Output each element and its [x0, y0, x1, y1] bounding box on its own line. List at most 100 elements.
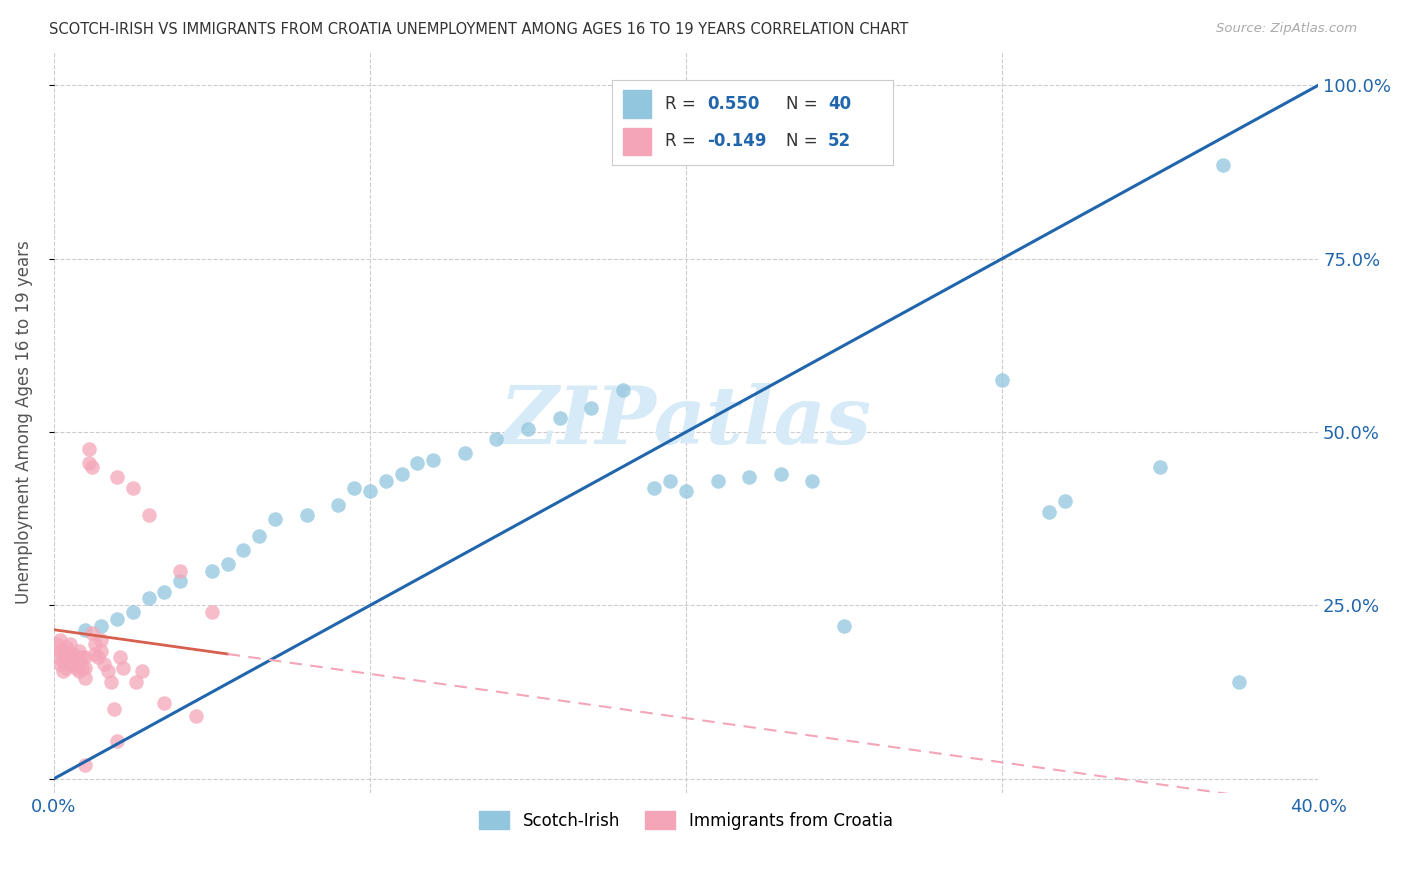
- Text: -0.149: -0.149: [707, 132, 766, 150]
- Point: [454, 446, 477, 460]
- Point: [65, 661, 87, 675]
- Point: [1227, 674, 1250, 689]
- Point: [406, 456, 429, 470]
- Point: [121, 481, 143, 495]
- Point: [153, 584, 176, 599]
- Point: [112, 661, 135, 675]
- Point: [675, 483, 697, 498]
- Point: [422, 452, 444, 467]
- Point: [579, 401, 602, 415]
- Point: [49, 657, 72, 672]
- Text: N =: N =: [786, 132, 823, 150]
- Text: ZIPatlas: ZIPatlas: [501, 383, 872, 460]
- Point: [832, 619, 855, 633]
- Point: [90, 643, 112, 657]
- Point: [485, 432, 508, 446]
- Point: [67, 643, 90, 657]
- Point: [80, 459, 103, 474]
- Point: [97, 665, 120, 679]
- Text: N =: N =: [786, 95, 823, 113]
- Point: [46, 636, 69, 650]
- Point: [62, 657, 84, 672]
- Point: [217, 557, 239, 571]
- Point: [52, 665, 75, 679]
- Point: [328, 498, 350, 512]
- Point: [59, 657, 82, 672]
- Text: SCOTCH-IRISH VS IMMIGRANTS FROM CROATIA UNEMPLOYMENT AMONG AGES 16 TO 19 YEARS C: SCOTCH-IRISH VS IMMIGRANTS FROM CROATIA …: [49, 22, 908, 37]
- Text: 0.550: 0.550: [707, 95, 759, 113]
- Point: [131, 665, 153, 679]
- Point: [84, 647, 107, 661]
- Point: [232, 543, 254, 558]
- Point: [201, 564, 224, 578]
- Text: R =: R =: [665, 132, 702, 150]
- Point: [55, 650, 77, 665]
- Point: [90, 633, 112, 648]
- Point: [991, 373, 1014, 387]
- Point: [153, 696, 176, 710]
- Point: [659, 474, 682, 488]
- Bar: [623, 128, 651, 155]
- Point: [1054, 494, 1077, 508]
- Text: 52: 52: [828, 132, 851, 150]
- Point: [738, 470, 761, 484]
- Point: [643, 481, 665, 495]
- Point: [264, 512, 287, 526]
- Point: [87, 650, 110, 665]
- Point: [769, 467, 792, 481]
- Legend: Scotch-Irish, Immigrants from Croatia: Scotch-Irish, Immigrants from Croatia: [472, 805, 900, 837]
- Text: R =: R =: [665, 95, 702, 113]
- Point: [67, 665, 90, 679]
- Point: [62, 647, 84, 661]
- Point: [49, 643, 72, 657]
- Point: [169, 564, 191, 578]
- Point: [801, 474, 824, 488]
- Point: [247, 529, 270, 543]
- Point: [59, 636, 82, 650]
- Point: [52, 654, 75, 668]
- Point: [49, 633, 72, 648]
- Point: [105, 733, 128, 747]
- Point: [46, 650, 69, 665]
- Point: [138, 591, 160, 606]
- Point: [374, 474, 396, 488]
- Point: [72, 661, 94, 675]
- Point: [77, 456, 100, 470]
- Point: [75, 758, 97, 772]
- Point: [93, 657, 115, 672]
- Point: [80, 626, 103, 640]
- Point: [548, 411, 571, 425]
- Point: [55, 640, 77, 654]
- Point: [201, 606, 224, 620]
- Text: Source: ZipAtlas.com: Source: ZipAtlas.com: [1216, 22, 1357, 36]
- Point: [1212, 158, 1234, 172]
- Point: [612, 384, 634, 398]
- Point: [343, 481, 366, 495]
- Point: [75, 650, 97, 665]
- Point: [100, 674, 122, 689]
- Point: [706, 474, 728, 488]
- Point: [295, 508, 318, 523]
- Point: [84, 636, 107, 650]
- Point: [108, 650, 131, 665]
- Point: [77, 442, 100, 457]
- Point: [67, 654, 90, 668]
- Point: [59, 647, 82, 661]
- Point: [169, 574, 191, 589]
- Point: [65, 650, 87, 665]
- Y-axis label: Unemployment Among Ages 16 to 19 years: Unemployment Among Ages 16 to 19 years: [15, 240, 32, 604]
- Point: [55, 661, 77, 675]
- Point: [72, 650, 94, 665]
- Text: 40: 40: [828, 95, 851, 113]
- Point: [184, 709, 207, 723]
- Point: [516, 421, 538, 435]
- Point: [1038, 505, 1060, 519]
- Point: [52, 643, 75, 657]
- Point: [1149, 459, 1171, 474]
- Point: [105, 612, 128, 626]
- Point: [75, 623, 97, 637]
- Point: [105, 470, 128, 484]
- Bar: [623, 90, 651, 118]
- Point: [103, 702, 125, 716]
- Point: [391, 467, 413, 481]
